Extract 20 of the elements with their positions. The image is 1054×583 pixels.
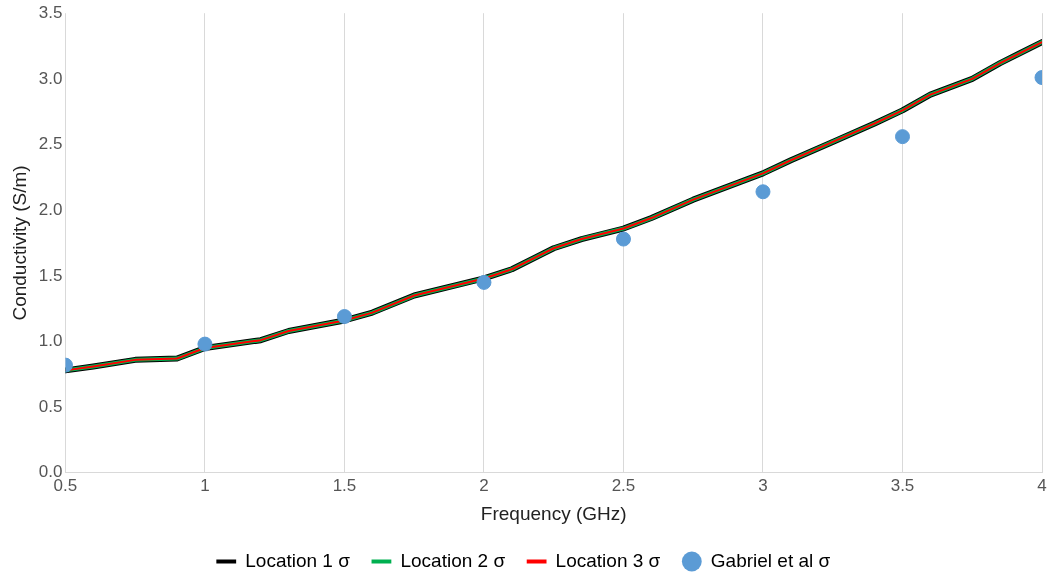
- y-axis-title: Conductivity (S/m): [8, 165, 30, 321]
- x-tick-label: 4: [1037, 475, 1047, 495]
- y-tick-label: 3.5: [38, 2, 63, 22]
- legend-label: Location 3 σ: [555, 549, 661, 571]
- x-tick-label: 1: [200, 475, 210, 495]
- y-tick-label: 3.0: [38, 68, 63, 88]
- y-tick-label: 2.0: [38, 199, 63, 219]
- legend-label: Location 1 σ: [245, 549, 351, 571]
- x-axis-title: Frequency (GHz): [480, 502, 627, 524]
- x-tick-label: 2: [479, 475, 489, 495]
- y-tick-label: 0.5: [38, 396, 63, 416]
- x-tick-label: 3: [758, 475, 768, 495]
- x-tick-label: 1.5: [332, 475, 357, 495]
- x-tick-label: 2.5: [611, 475, 636, 495]
- legend-label: Gabriel et al σ: [710, 549, 831, 571]
- y-tick-label: 1.0: [38, 331, 63, 351]
- y-tick-label: 1.5: [38, 265, 63, 285]
- legend-label: Location 2 σ: [400, 549, 506, 571]
- x-tick-label: 3.5: [890, 475, 915, 495]
- y-tick-label: 2.5: [38, 134, 63, 154]
